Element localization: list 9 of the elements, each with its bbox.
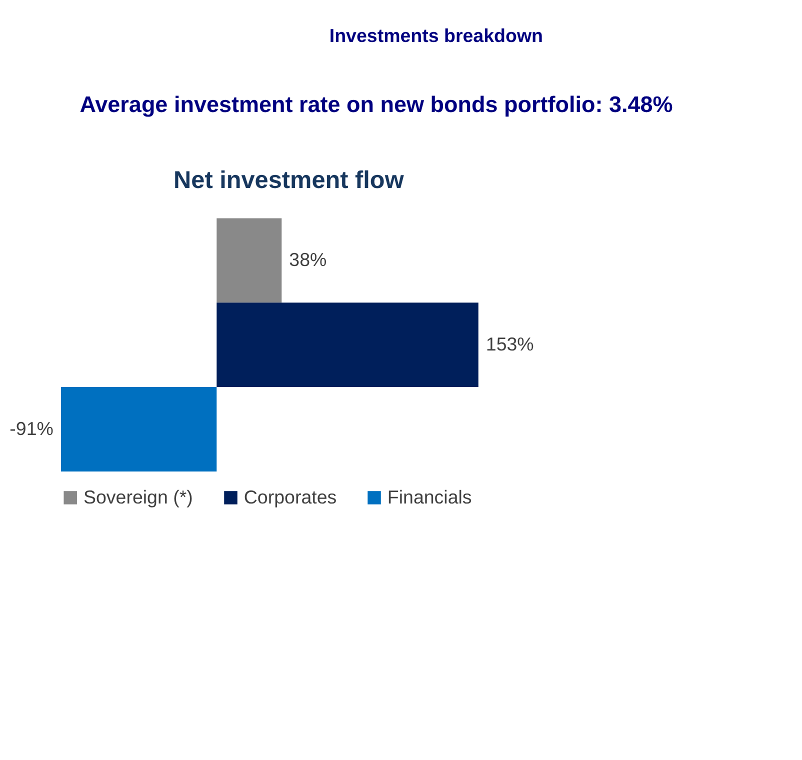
legend-label: Sovereign (*) [83,486,193,508]
legend-label: Corporates [244,486,337,508]
legend-label: Financials [387,486,472,508]
data-label: -91% [10,418,54,439]
data-label: 153% [486,333,534,354]
data-label: 38% [289,249,327,270]
chart-subtitle: Average investment rate on new bonds portfolio: 3.48% [80,92,673,118]
annotation: Net investment flow [174,167,404,194]
chart-title: Investments breakdown [329,24,543,46]
